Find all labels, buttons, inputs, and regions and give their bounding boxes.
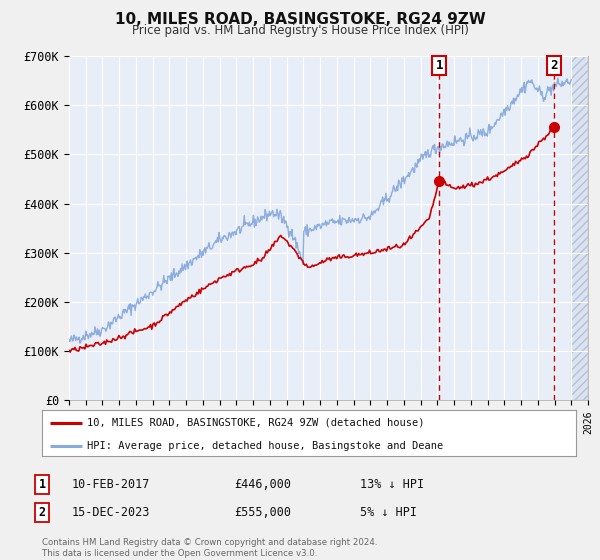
Text: 10-FEB-2017: 10-FEB-2017 [72,478,151,491]
Text: 5% ↓ HPI: 5% ↓ HPI [360,506,417,519]
Text: 10, MILES ROAD, BASINGSTOKE, RG24 9ZW: 10, MILES ROAD, BASINGSTOKE, RG24 9ZW [115,12,485,27]
Text: Contains HM Land Registry data © Crown copyright and database right 2024.
This d: Contains HM Land Registry data © Crown c… [42,538,377,558]
Text: £555,000: £555,000 [234,506,291,519]
Text: 1: 1 [38,478,46,491]
Text: HPI: Average price, detached house, Basingstoke and Deane: HPI: Average price, detached house, Basi… [88,441,443,451]
Text: Price paid vs. HM Land Registry's House Price Index (HPI): Price paid vs. HM Land Registry's House … [131,24,469,36]
Bar [571,56,588,400]
Text: 15-DEC-2023: 15-DEC-2023 [72,506,151,519]
Text: 2: 2 [550,59,557,72]
Text: 10, MILES ROAD, BASINGSTOKE, RG24 9ZW (detached house): 10, MILES ROAD, BASINGSTOKE, RG24 9ZW (d… [88,418,425,428]
Text: £446,000: £446,000 [234,478,291,491]
Text: 13% ↓ HPI: 13% ↓ HPI [360,478,424,491]
Text: 2: 2 [38,506,46,519]
Text: 1: 1 [436,59,443,72]
